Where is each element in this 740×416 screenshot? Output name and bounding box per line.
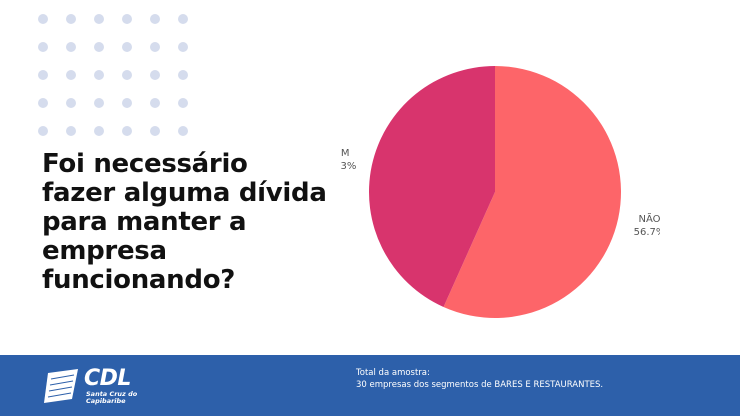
decorative-dot — [94, 98, 104, 108]
decorative-dot — [178, 14, 188, 24]
decorative-dot — [66, 98, 76, 108]
cdl-logo: CDL Santa Cruz do Capibaribe — [42, 363, 152, 409]
pie-slice-nao — [443, 66, 621, 318]
decorative-dot — [94, 42, 104, 52]
decorative-dot — [178, 70, 188, 80]
pie-slice-sim — [368, 66, 495, 307]
sample-text: 30 empresas dos segmentos de BARES E RES… — [356, 380, 604, 390]
cdl-logo-icon — [44, 369, 78, 403]
question-title: Foi necessário fazer alguma dívida para … — [42, 150, 342, 295]
question-line: fazer alguma dívida — [42, 178, 327, 208]
decorative-dot — [66, 126, 76, 136]
decorative-dot — [150, 98, 160, 108]
decorative-dot — [150, 70, 160, 80]
sample-label: Total da amostra: — [356, 368, 430, 378]
decorative-dot — [122, 98, 132, 108]
cdl-logo-subtitle-line: Capibaribe — [86, 397, 126, 405]
slice-percent: 43.3% — [340, 161, 356, 172]
question-line: empresa — [42, 236, 167, 266]
decorative-dot — [150, 126, 160, 136]
decorative-dot — [38, 14, 48, 24]
question-line: para manter a — [42, 207, 247, 237]
pie-chart: NÃO 56.7% SIM 43.3% — [340, 66, 660, 318]
question-line: Foi necessário — [42, 149, 248, 179]
decorative-dot — [94, 126, 104, 136]
decorative-dot — [66, 42, 76, 52]
cdl-logo-subtitle: Santa Cruz do Capibaribe — [86, 391, 137, 405]
decorative-dot — [150, 14, 160, 24]
decorative-dot — [94, 14, 104, 24]
sample-info: Total da amostra: 30 empresas dos segmen… — [356, 367, 603, 391]
cdl-logo-subtitle-line: Santa Cruz do — [86, 390, 138, 398]
slice-label: NÃO — [638, 212, 660, 225]
decorative-dot — [38, 126, 48, 136]
decorative-dot — [38, 42, 48, 52]
question-line: funcionando? — [42, 265, 236, 295]
decorative-dot — [66, 14, 76, 24]
decorative-dot — [178, 98, 188, 108]
decorative-dot — [178, 42, 188, 52]
decorative-dot — [66, 70, 76, 80]
decorative-dot — [122, 42, 132, 52]
decorative-dot — [122, 14, 132, 24]
decorative-dot — [38, 70, 48, 80]
slice-label: SIM — [340, 148, 349, 159]
decorative-dot — [38, 98, 48, 108]
decorative-dot — [94, 70, 104, 80]
decorative-dot — [178, 126, 188, 136]
decorative-dot — [122, 70, 132, 80]
slice-percent: 56.7% — [634, 227, 660, 238]
decorative-dot — [122, 126, 132, 136]
decorative-dot — [150, 42, 160, 52]
decorative-dot-grid — [38, 14, 228, 144]
cdl-logo-text: CDL — [84, 366, 131, 391]
footer-bar: CDL Santa Cruz do Capibaribe Total da am… — [0, 355, 740, 416]
